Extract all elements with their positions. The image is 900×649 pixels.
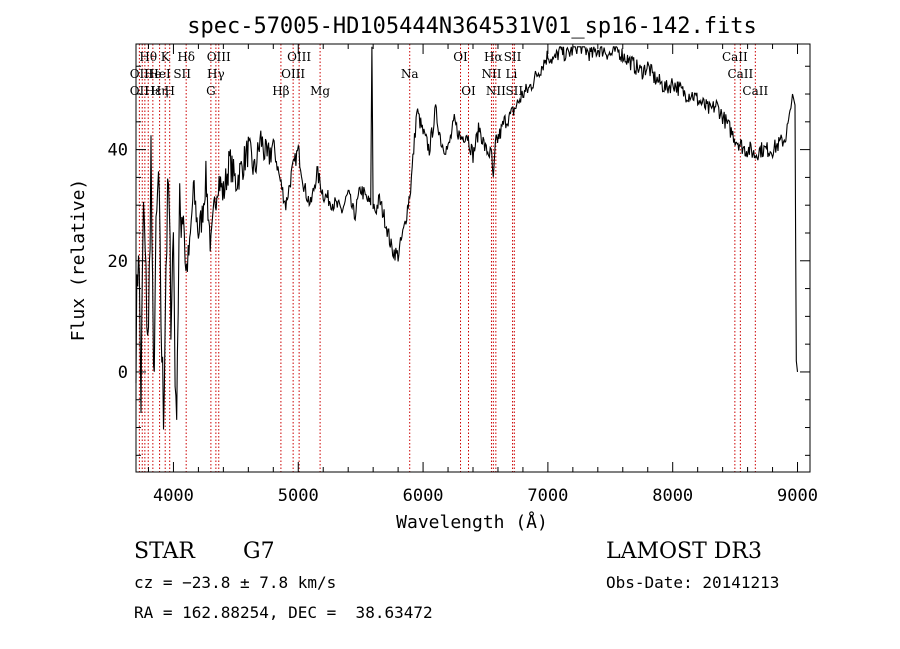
x-axis-label: Wavelength (Å) xyxy=(396,511,548,533)
emission-line-label: CaII xyxy=(727,67,753,81)
spectral-subclass-label: G7 xyxy=(243,539,275,564)
emission-line-label: Na xyxy=(401,67,419,81)
emission-line-label: OII xyxy=(130,67,150,81)
spectrum-series-line xyxy=(135,46,799,430)
emission-line-label: OII xyxy=(130,84,150,98)
coordinates-text: RA = 162.88254, DEC = 38.63472 xyxy=(134,603,433,622)
emission-line-label: Mg xyxy=(310,84,330,98)
y-tick-label: 40 xyxy=(108,141,128,161)
x-tick-label: 6000 xyxy=(403,486,444,506)
emission-line-label: Hθ xyxy=(139,50,157,64)
emission-line-label: HeI xyxy=(148,67,171,81)
x-axis-ticks: 4000 5000 6000 7000 8000 9000 xyxy=(147,44,818,506)
survey-label: LAMOST DR3 xyxy=(606,539,762,564)
emission-line-label: OI xyxy=(453,50,468,64)
redshift-velocity-text: cz = −23.8 ± 7.8 km/s xyxy=(134,573,337,592)
emission-line-label: K xyxy=(161,50,171,64)
emission-line-label: Hη xyxy=(151,84,169,98)
y-tick-label: 0 xyxy=(118,363,128,383)
y-tick-label: 20 xyxy=(108,252,128,272)
emission-line-label: CaII xyxy=(722,50,748,64)
x-tick-label: 7000 xyxy=(527,486,568,506)
x-tick-label: 4000 xyxy=(153,486,194,506)
emission-line-markers xyxy=(138,44,756,472)
emission-line-label: CaII xyxy=(742,84,768,98)
emission-line-label: OIII xyxy=(207,50,231,64)
emission-line-label: He xyxy=(144,67,162,81)
emission-line-label: SII xyxy=(504,50,522,64)
emission-line-label: H xyxy=(164,84,174,98)
emission-line-label: SII xyxy=(173,67,191,81)
emission-line-label: OIII xyxy=(281,67,305,81)
x-tick-label: 9000 xyxy=(777,486,818,506)
emission-line-label: Hα xyxy=(484,50,503,64)
object-type-label: STAR xyxy=(134,539,195,564)
y-axis-ticks: 0 20 40 xyxy=(108,65,810,456)
emission-line-label: G xyxy=(206,84,216,98)
obs-date-text: Obs-Date: 20141213 xyxy=(606,573,780,592)
x-tick-label: 8000 xyxy=(652,486,693,506)
emission-line-label: Hγ xyxy=(207,67,225,81)
emission-line-label: NII xyxy=(486,84,506,98)
x-tick-label: 5000 xyxy=(278,486,319,506)
emission-line-label: Li xyxy=(506,67,518,81)
emission-line-label: SII xyxy=(505,84,523,98)
chart-title: spec-57005-HD105444N364531V01_sp16-142.f… xyxy=(187,14,757,39)
y-axis-label: Flux (relative) xyxy=(68,179,89,342)
emission-line-label: Hβ xyxy=(272,84,289,98)
emission-line-label: NII xyxy=(481,67,501,81)
emission-line-label: Hδ xyxy=(177,50,195,64)
emission-line-label: Hε xyxy=(145,84,162,98)
emission-line-label: OIII xyxy=(287,50,311,64)
emission-line-label: OI xyxy=(461,84,476,98)
